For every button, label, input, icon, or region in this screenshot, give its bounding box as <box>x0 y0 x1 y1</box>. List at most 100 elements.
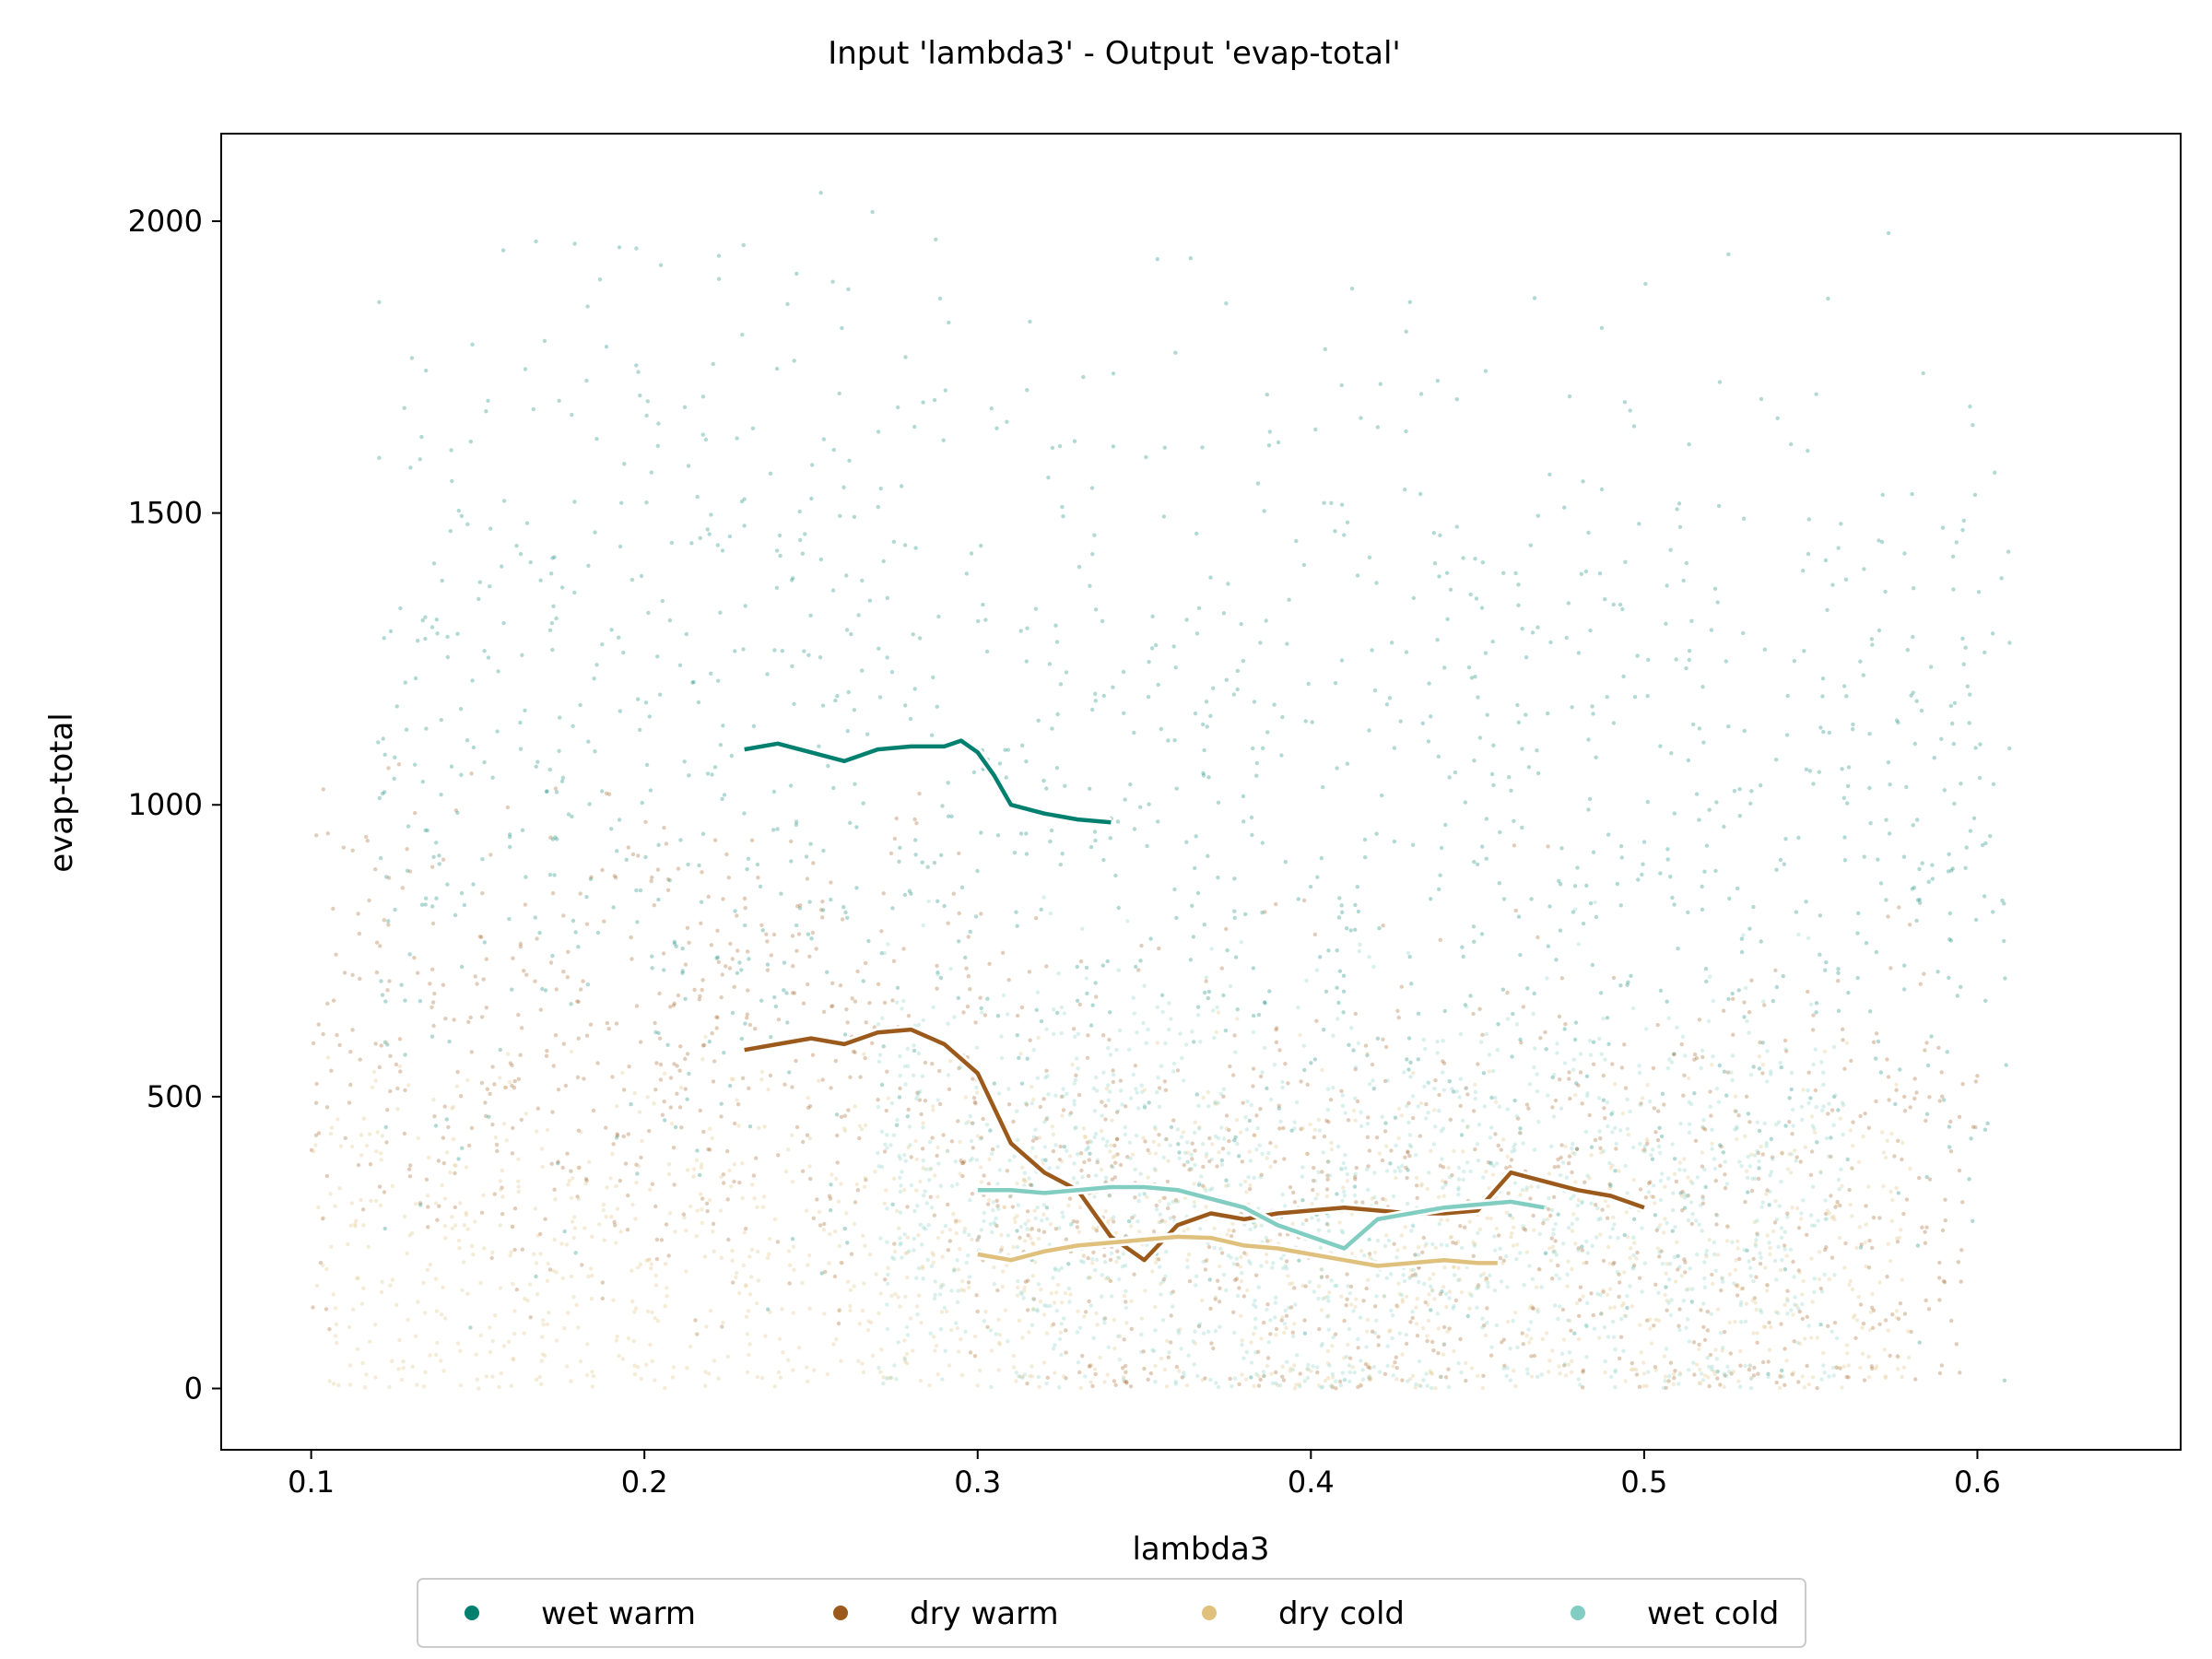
scatter-point <box>1747 1265 1753 1271</box>
scatter-point <box>1464 1086 1469 1090</box>
scatter-point <box>1213 1295 1218 1300</box>
scatter-point <box>632 1090 637 1096</box>
scatter-point <box>1053 1093 1058 1098</box>
scatter-point <box>838 983 843 988</box>
scatter-point <box>1264 618 1268 623</box>
scatter-point <box>1324 1221 1330 1227</box>
scatter-point <box>1566 1362 1571 1367</box>
scatter-point <box>1758 1262 1763 1266</box>
scatter-point <box>1404 1294 1409 1300</box>
scatter-point <box>1883 1374 1888 1379</box>
scatter-point <box>1867 1327 1873 1333</box>
scatter-point <box>1201 1095 1206 1100</box>
scatter-point <box>1666 1300 1671 1305</box>
scatter-point <box>1504 1373 1510 1379</box>
scatter-point <box>1552 1072 1557 1077</box>
scatter-point <box>1889 1131 1894 1136</box>
scatter-point <box>1229 1255 1233 1260</box>
scatter-point <box>1252 1332 1256 1336</box>
scatter-point <box>1927 1095 1932 1100</box>
scatter-point <box>1023 1279 1029 1284</box>
scatter-point <box>434 1309 440 1313</box>
scatter-point <box>818 655 823 660</box>
scatter-point <box>559 1241 564 1246</box>
scatter-point <box>1566 1226 1571 1230</box>
scatter-point <box>1558 1077 1562 1082</box>
scatter-point <box>1471 1011 1476 1017</box>
scatter-point <box>1348 928 1353 933</box>
scatter-point <box>657 991 662 996</box>
scatter-point <box>668 1005 673 1009</box>
scatter-point <box>1386 1238 1392 1243</box>
scatter-point <box>1512 818 1516 823</box>
scatter-point <box>1023 1221 1028 1227</box>
scatter-point <box>1840 1385 1844 1390</box>
scatter-point <box>1641 1383 1646 1389</box>
scatter-point <box>1196 606 1202 610</box>
scatter-point <box>519 1117 524 1123</box>
scatter-point <box>1548 1213 1553 1218</box>
scatter-point <box>1611 721 1617 725</box>
scatter-point <box>1205 1257 1209 1263</box>
scatter-point <box>933 1348 937 1353</box>
scatter-point <box>658 1062 664 1067</box>
scatter-point <box>1673 1369 1677 1373</box>
scatter-point <box>927 1382 932 1388</box>
scatter-point <box>1355 1099 1360 1104</box>
scatter-point <box>774 585 780 590</box>
scatter-point <box>1430 1288 1435 1292</box>
scatter-point <box>647 1257 652 1262</box>
scatter-point <box>787 1263 793 1267</box>
scatter-point <box>913 838 918 842</box>
scatter-point <box>1484 817 1489 821</box>
scatter-point <box>1890 1197 1895 1203</box>
scatter-point <box>1667 1374 1672 1379</box>
scatter-point <box>1731 996 1735 1002</box>
scatter-point <box>1461 1149 1465 1154</box>
scatter-point <box>1342 1318 1347 1324</box>
scatter-point <box>1665 1220 1669 1226</box>
scatter-point <box>776 1018 782 1022</box>
scatter-point <box>1598 1312 1604 1316</box>
scatter-point <box>1394 1143 1398 1148</box>
scatter-point <box>1145 1194 1149 1200</box>
scatter-point <box>1059 1300 1065 1305</box>
scatter-point <box>1697 1381 1701 1385</box>
scatter-point <box>1253 1316 1258 1322</box>
scatter-point <box>1651 1065 1656 1071</box>
scatter-point <box>1404 1341 1409 1347</box>
scatter-point <box>325 831 330 836</box>
scatter-point <box>735 1098 739 1102</box>
scatter-point <box>872 1025 877 1030</box>
scatter-point <box>547 1267 553 1272</box>
scatter-point <box>1825 1208 1830 1213</box>
scatter-point <box>1738 1384 1743 1389</box>
scatter-point <box>1465 1124 1470 1129</box>
scatter-point <box>1927 1177 1933 1182</box>
scatter-point <box>1583 1323 1589 1328</box>
scatter-point <box>459 772 464 777</box>
scatter-point <box>1744 985 1748 991</box>
scatter-point <box>840 325 844 331</box>
scatter-point <box>1847 1187 1852 1193</box>
scatter-point <box>395 1107 400 1112</box>
scatter-point <box>1031 1048 1036 1053</box>
scatter-point <box>1704 843 1710 848</box>
scatter-point <box>1305 1082 1310 1088</box>
scatter-point <box>837 1307 841 1312</box>
scatter-point <box>884 1376 888 1381</box>
scatter-point <box>1441 1324 1447 1330</box>
scatter-point <box>1496 1143 1500 1148</box>
scatter-point <box>915 1093 920 1098</box>
scatter-point <box>545 1049 549 1053</box>
scatter-point <box>635 920 640 924</box>
scatter-point <box>1577 1313 1582 1319</box>
scatter-point <box>356 912 360 916</box>
scatter-point <box>453 1163 458 1168</box>
scatter-point <box>1715 1253 1721 1257</box>
scatter-point <box>1426 739 1431 744</box>
scatter-point <box>1017 1318 1022 1324</box>
scatter-point <box>1216 876 1220 880</box>
scatter-point <box>821 1009 827 1015</box>
scatter-point <box>1784 1297 1790 1301</box>
